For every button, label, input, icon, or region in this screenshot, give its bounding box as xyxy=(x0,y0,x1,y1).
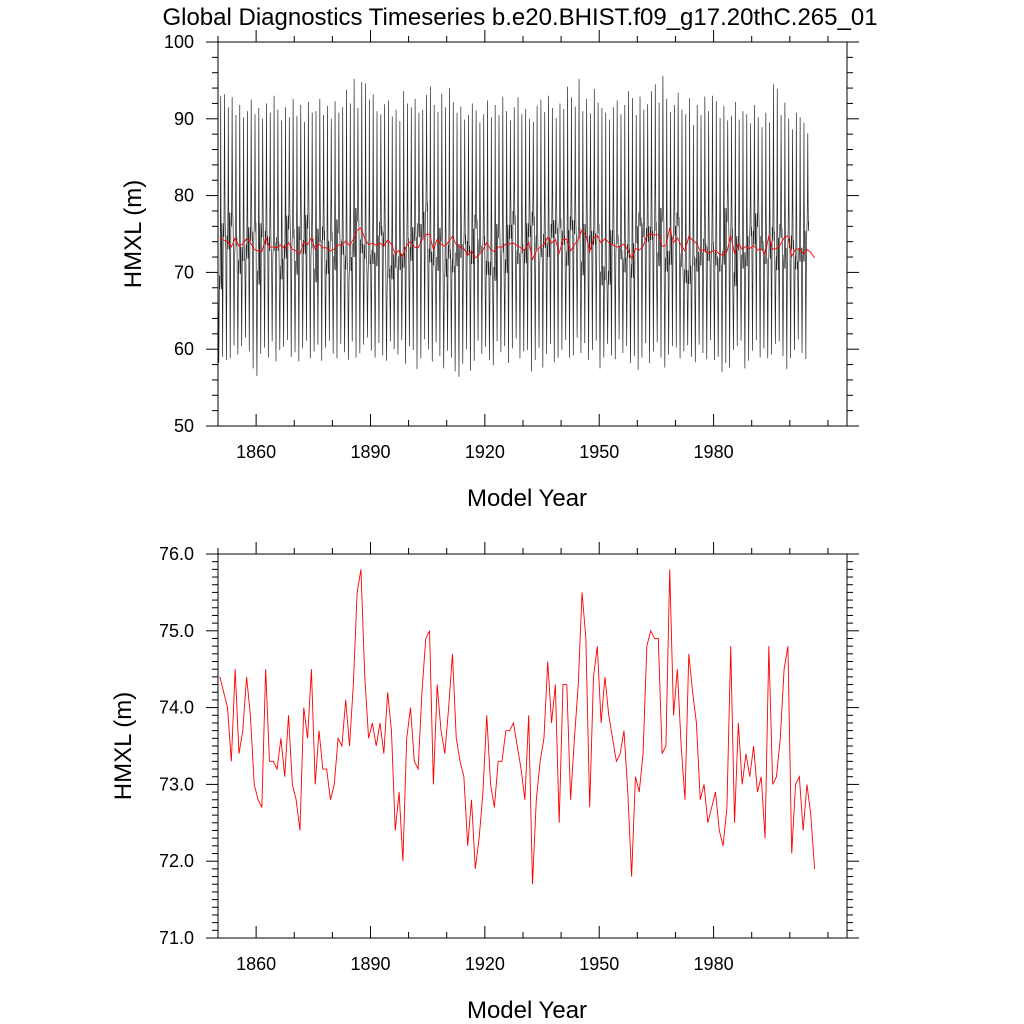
bottom-x-tick-label: 1950 xyxy=(579,954,619,974)
bottom-tick-labels: 1860 1890 1920 1950 1980 71.0 72.0 73.0 74.0 75.0… xyxy=(159,544,734,974)
top-ticks-layer xyxy=(206,30,859,427)
top-x-tick-label: 1920 xyxy=(465,442,505,462)
top-annual-mean-line xyxy=(219,227,815,261)
bottom-x-axis-label: Model Year xyxy=(467,997,587,1024)
top-plot-frame xyxy=(217,41,848,427)
top-panel: 1860 1890 1920 1950 1980 50 60 70 80 90 100 Model … xyxy=(120,30,859,512)
top-series-layer xyxy=(218,75,815,377)
bottom-y-tick-label: 75.0 xyxy=(159,621,194,641)
bottom-ticks-layer xyxy=(206,542,859,939)
top-x-tick-label: 1860 xyxy=(236,442,276,462)
bottom-y-tick-label: 73.0 xyxy=(159,774,194,794)
top-y-tick-label: 70 xyxy=(174,262,194,282)
top-y-tick-label: 90 xyxy=(174,109,194,129)
bottom-annual-mean-line xyxy=(219,569,816,885)
top-y-tick-label: 100 xyxy=(164,32,194,52)
bottom-x-tick-label: 1890 xyxy=(350,954,390,974)
bottom-x-tick-label: 1980 xyxy=(694,954,734,974)
top-tick-labels: 1860 1890 1920 1950 1980 50 60 70 80 90 100 xyxy=(164,32,734,462)
top-x-tick-label: 1890 xyxy=(350,442,390,462)
top-x-tick-label: 1950 xyxy=(579,442,619,462)
top-x-axis-label: Model Year xyxy=(467,485,587,512)
top-monthly-series-line xyxy=(218,75,810,377)
bottom-x-tick-label: 1860 xyxy=(236,954,276,974)
top-y-tick-label: 80 xyxy=(174,186,194,206)
bottom-y-tick-label: 76.0 xyxy=(159,544,194,564)
top-y-axis-label: HMXL (m) xyxy=(120,180,147,288)
bottom-series-layer xyxy=(219,569,816,885)
bottom-x-tick-label: 1920 xyxy=(465,954,505,974)
bottom-y-tick-label: 74.0 xyxy=(159,698,194,718)
figure-title: Global Diagnostics Timeseries b.e20.BHIS… xyxy=(162,4,877,31)
top-y-tick-label: 60 xyxy=(174,339,194,359)
bottom-y-axis-label: HMXL (m) xyxy=(110,692,137,800)
top-y-tick-label: 50 xyxy=(174,416,194,436)
top-x-tick-label: 1980 xyxy=(694,442,734,462)
bottom-y-tick-label: 72.0 xyxy=(159,851,194,871)
bottom-panel: 1860 1890 1920 1950 1980 71.0 72.0 73.0 74.0 75.0… xyxy=(110,542,859,1024)
bottom-y-tick-label: 71.0 xyxy=(159,928,194,948)
